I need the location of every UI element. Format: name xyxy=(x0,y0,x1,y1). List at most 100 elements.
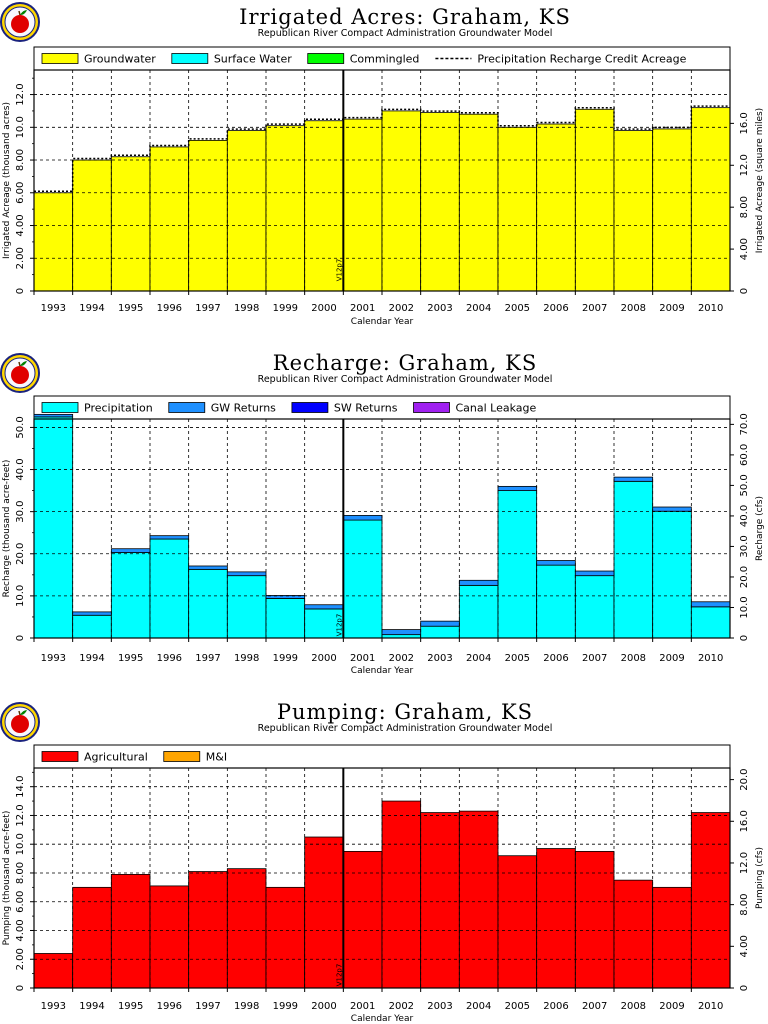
bar xyxy=(652,506,692,512)
x-tick-label: 2003 xyxy=(427,303,452,314)
bar xyxy=(458,113,499,292)
y-tick-label: 8.00 xyxy=(15,862,26,884)
bar xyxy=(420,620,460,627)
y2-tick-label: 10.0 xyxy=(739,596,750,618)
bar xyxy=(536,123,576,292)
x-tick-label: 2006 xyxy=(543,1001,568,1012)
bar xyxy=(110,156,151,292)
bar xyxy=(652,510,692,639)
x-tick-label: 2010 xyxy=(698,653,723,664)
chart-title: Irrigated Acres: Graham, KS xyxy=(239,5,571,29)
y-axis-label: Irrigated Acreage (thousand acres) xyxy=(2,102,12,259)
bar xyxy=(188,568,228,639)
logo-stem xyxy=(18,10,21,16)
y2-tick-label: 12.0 xyxy=(739,852,750,874)
bar xyxy=(342,850,383,989)
bar xyxy=(458,584,499,639)
legend-swatch xyxy=(41,53,79,64)
y-axis-label: Pumping (thousand acre-feet) xyxy=(2,811,12,946)
logo-leaf xyxy=(20,710,27,715)
legend-entry: Commingled xyxy=(350,53,420,66)
bar xyxy=(110,552,151,639)
legend-entry: Groundwater xyxy=(84,53,156,66)
y-tick-label: 20.0 xyxy=(15,543,26,565)
x-tick-label: 1993 xyxy=(41,303,66,314)
legend-swatch xyxy=(163,751,201,762)
x-tick-label: 1997 xyxy=(195,1001,220,1012)
bar xyxy=(149,146,190,292)
logo-apple xyxy=(11,366,29,384)
bar xyxy=(226,571,267,577)
x-tick-label: 2007 xyxy=(582,303,607,314)
y-tick-label: 14.0 xyxy=(15,776,26,798)
legend-swatch xyxy=(307,53,345,64)
x-tick-label: 1996 xyxy=(157,653,182,664)
legend-swatch xyxy=(413,402,450,413)
y-tick-label: 0 xyxy=(15,288,26,294)
x-tick-label: 2005 xyxy=(505,303,530,314)
legend-entry: Precipitation xyxy=(84,402,153,415)
apple-logo-icon xyxy=(0,2,40,42)
series-line xyxy=(34,105,730,193)
x-tick-label: 1995 xyxy=(118,303,143,314)
y2-tick-label: 16.0 xyxy=(739,112,750,134)
bar xyxy=(690,601,731,608)
chart-subtitle: Republican River Compact Administration … xyxy=(258,723,553,734)
x-tick-label: 1998 xyxy=(234,1001,259,1012)
bar xyxy=(420,812,460,989)
chart-subtitle: Republican River Compact Administration … xyxy=(258,28,553,39)
legend-swatch xyxy=(41,402,79,413)
bar xyxy=(613,480,654,639)
y-tick-label: 12.0 xyxy=(15,83,26,105)
bar xyxy=(381,629,422,636)
y2-tick-label: 4.00 xyxy=(739,238,750,260)
legend-entry: Precipitation Recharge Credit Acreage xyxy=(477,53,686,66)
bar xyxy=(265,125,306,292)
bar xyxy=(497,485,538,491)
bar xyxy=(536,560,576,566)
bar xyxy=(33,192,74,292)
x-tick-label: 2010 xyxy=(698,1001,723,1012)
y-tick-label: 40.0 xyxy=(15,458,26,480)
y-tick-label: 0 xyxy=(15,635,26,641)
y2-tick-label: 20.0 xyxy=(739,566,750,588)
legend-swatch xyxy=(171,53,209,64)
marker-label: V12p7 xyxy=(335,964,343,987)
bar xyxy=(110,548,151,553)
x-tick-label: 2000 xyxy=(311,1001,336,1012)
x-tick-label: 1994 xyxy=(79,1001,104,1012)
x-tick-label: 2004 xyxy=(466,303,491,314)
legend-swatch xyxy=(41,751,79,762)
x-tick-label: 2005 xyxy=(505,1001,530,1012)
bar xyxy=(613,476,654,482)
bar xyxy=(613,879,654,989)
bar xyxy=(149,885,190,989)
logo-apple xyxy=(11,15,29,33)
logo-apple xyxy=(11,715,29,733)
x-tick-label: 1994 xyxy=(79,653,104,664)
y2-axis-label: Pumping (cfs) xyxy=(755,847,765,909)
x-tick-label: 2001 xyxy=(350,653,375,664)
chart-title: Recharge: Graham, KS xyxy=(273,351,537,375)
x-tick-label: 2005 xyxy=(505,653,530,664)
bar xyxy=(497,855,538,989)
bar xyxy=(613,130,654,292)
y2-tick-label: 50.0 xyxy=(739,474,750,496)
y-axis-label: Recharge (thousand acre-feet) xyxy=(2,460,12,598)
y2-tick-label: 40.0 xyxy=(739,505,750,527)
bar xyxy=(265,598,306,639)
x-tick-label: 1995 xyxy=(118,653,143,664)
apple-logo-icon xyxy=(0,702,40,742)
bar xyxy=(188,871,228,989)
bar xyxy=(536,564,576,639)
bar xyxy=(497,490,538,639)
x-tick-label: 1999 xyxy=(273,653,298,664)
legend-swatch xyxy=(291,402,329,413)
x-tick-label: 2003 xyxy=(427,1001,452,1012)
bar xyxy=(458,810,499,989)
bar xyxy=(342,118,383,292)
bar xyxy=(226,575,267,639)
bar xyxy=(304,604,344,610)
x-axis-label: Calendar Year xyxy=(351,666,414,676)
